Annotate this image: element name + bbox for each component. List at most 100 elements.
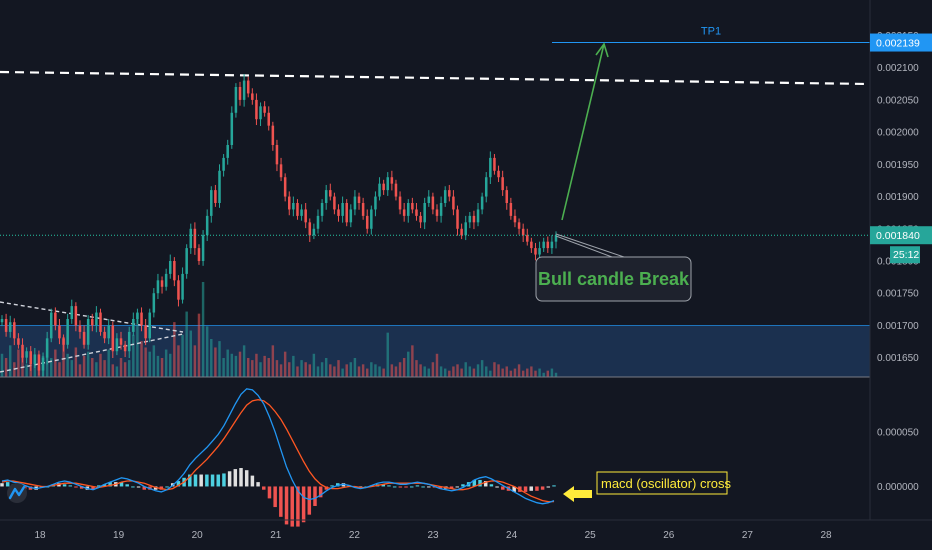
candle-body xyxy=(390,177,394,184)
macd-histogram-bar xyxy=(239,468,243,487)
macd-histogram-bar xyxy=(193,474,198,487)
volume-bar xyxy=(489,370,492,377)
volume-bar xyxy=(534,370,537,377)
candle-body xyxy=(435,209,439,216)
candle-body xyxy=(460,228,463,236)
note-box xyxy=(596,471,728,495)
candle-body xyxy=(4,319,8,332)
volume-bar xyxy=(407,351,410,377)
candle-body xyxy=(292,203,295,210)
macd-histogram-bar xyxy=(404,486,408,488)
macd-histogram-bar xyxy=(108,482,112,487)
arrow-head-icon xyxy=(595,42,609,58)
volume-bar xyxy=(181,334,184,377)
macd-histogram-bar xyxy=(279,486,283,517)
candle-body xyxy=(99,312,102,332)
candle-body xyxy=(66,319,69,345)
volume-bar xyxy=(197,313,201,377)
volume-bar xyxy=(140,341,143,377)
candle-body xyxy=(345,203,348,223)
current-price-tag-text: 0.001840 xyxy=(876,230,920,242)
volume-bar xyxy=(370,362,373,377)
candle-body xyxy=(267,112,271,126)
candle-body xyxy=(78,325,82,332)
macd-histogram-bar xyxy=(290,486,294,527)
volume-bar xyxy=(17,349,20,377)
volume-bar xyxy=(283,351,287,377)
macd-histogram-bar xyxy=(74,486,78,488)
candle-body xyxy=(189,228,193,249)
volume-bar xyxy=(86,351,90,377)
candle-body xyxy=(530,241,533,249)
volume-bar xyxy=(267,358,270,377)
macd-histogram-bar xyxy=(244,470,249,487)
macd-histogram-bar xyxy=(381,484,386,487)
candle-body xyxy=(33,354,37,365)
candle-body xyxy=(484,177,488,197)
volume-bar xyxy=(156,355,160,377)
candle-body xyxy=(501,177,504,191)
volume-bar xyxy=(538,368,541,377)
volume-bar xyxy=(443,368,447,377)
volume-bar xyxy=(111,364,115,377)
macd-histogram-bar xyxy=(449,486,454,489)
candle-body xyxy=(324,190,328,203)
candle-body xyxy=(242,80,246,100)
macd-histogram-bar xyxy=(296,486,300,527)
candle-body xyxy=(95,312,98,326)
candle-body xyxy=(41,357,45,371)
volume-bar xyxy=(33,360,37,377)
time-axis: 18 19 20 21 22 23 24 25 26 27 28 xyxy=(34,530,832,541)
volume-bar xyxy=(374,364,377,377)
candle-body xyxy=(86,319,90,345)
price-tick-label: 0.001950 xyxy=(877,160,919,171)
candle-body xyxy=(251,93,254,100)
volume-bar xyxy=(292,355,295,377)
volume-bar xyxy=(74,347,78,377)
volume-bars xyxy=(0,282,558,377)
macd-histogram-bar xyxy=(483,481,488,487)
macd-histogram-bar xyxy=(142,486,147,490)
macd-histogram-bar xyxy=(529,486,533,491)
macd-histogram-bar xyxy=(125,484,129,487)
candle-body xyxy=(283,177,287,197)
volume-bar xyxy=(505,366,508,377)
volume-bar xyxy=(263,355,266,377)
volume-bar xyxy=(25,364,28,377)
volume-bar xyxy=(107,349,110,377)
volume-bar xyxy=(378,366,381,377)
candle-body xyxy=(423,203,426,223)
candle-body xyxy=(214,190,217,203)
countdown-tag-box xyxy=(890,246,920,264)
volume-bar xyxy=(279,364,283,377)
candle-body xyxy=(218,170,221,203)
candle-body xyxy=(365,215,369,229)
volume-bar xyxy=(164,349,168,377)
volume-bar xyxy=(382,368,385,377)
volume-bar xyxy=(205,326,209,377)
current-price-tag-box xyxy=(870,226,932,245)
volume-bar xyxy=(50,358,53,377)
volume-bar xyxy=(242,345,246,377)
macd-histogram-bar xyxy=(398,486,403,488)
candle-body xyxy=(58,325,61,339)
macd-histogram-bar xyxy=(421,486,425,488)
macd-histogram-bar xyxy=(165,486,169,488)
volume-bar xyxy=(542,372,545,377)
volume-bar xyxy=(312,353,316,377)
candle-body xyxy=(21,344,24,358)
candle-body xyxy=(160,280,164,287)
volume-bar xyxy=(423,366,426,377)
volume-bar xyxy=(349,362,353,377)
volume-bar xyxy=(427,368,431,377)
candle-body xyxy=(374,196,377,210)
candle-body xyxy=(185,248,188,274)
macd-histogram-bar xyxy=(313,486,317,506)
volume-bar xyxy=(173,322,176,377)
macd-histogram-bar xyxy=(409,486,414,488)
candle-body xyxy=(111,325,115,352)
macd-histogram-bar xyxy=(250,475,255,487)
macd-histogram-bar xyxy=(387,485,391,487)
volume-bar xyxy=(119,358,123,377)
